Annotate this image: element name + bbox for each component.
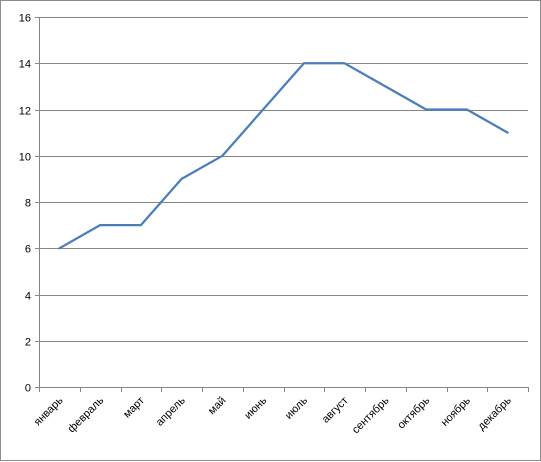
y-tick-label: 16 [19,13,31,25]
gridlines [39,18,528,342]
y-tick-labels: 0 2 4 6 8 10 12 14 16 [19,13,31,395]
x-tick-label: сентябрь [350,394,392,436]
y-tick-label: 6 [25,244,31,256]
x-tick-label: декабрь [476,394,514,432]
x-tick-label: июль [283,394,310,421]
y-tick-label: 8 [25,198,31,210]
y-tick-label: 2 [25,337,31,349]
x-tick-label: август [320,395,351,426]
x-tick-label: ноябрь [439,394,473,428]
y-tick-label: 14 [19,59,31,71]
x-tick-label: октябрь [395,394,432,431]
x-tick-label: апрель [154,394,188,428]
y-tick-label: 12 [19,106,31,118]
axes [35,17,529,392]
series-line-0 [59,63,507,248]
x-tick-label: январь [32,394,66,428]
y-tick-label: 10 [19,152,31,164]
y-tick-label: 4 [25,291,31,303]
x-tick-label: февраль [66,394,107,435]
series [59,63,507,248]
x-tick-label: июнь [242,394,269,421]
y-tick-label: 0 [25,383,31,395]
x-tick-label: март [121,395,147,421]
x-tick-label: май [206,395,229,418]
